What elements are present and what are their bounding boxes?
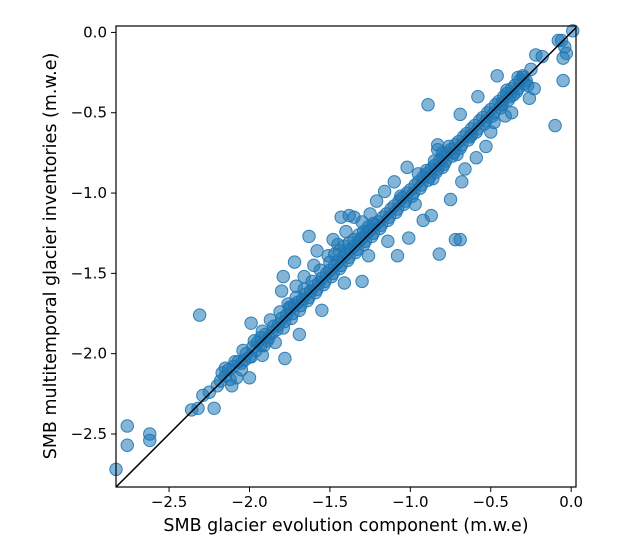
data-point (443, 192, 458, 207)
y-tick-label: −2.5 (71, 425, 107, 443)
data-point (469, 151, 483, 165)
y-tick-label: −0.5 (71, 104, 107, 122)
data-point (455, 175, 469, 189)
data-point (342, 208, 356, 223)
data-point (305, 274, 319, 289)
data-point (228, 355, 242, 369)
data-point (268, 335, 282, 350)
y-axis-label: SMB multitemporal glacier inventories (m… (41, 53, 61, 460)
data-point (242, 371, 257, 385)
data-point (355, 274, 369, 289)
data-point (458, 162, 472, 176)
data-point (453, 232, 467, 247)
data-point (213, 374, 228, 388)
data-point (192, 308, 207, 322)
data-point (511, 70, 525, 85)
data-point (400, 160, 414, 175)
data-point (276, 321, 290, 335)
data-point (430, 142, 445, 157)
x-tick-label: 0.0 (559, 493, 583, 511)
data-point (435, 160, 450, 175)
data-point (548, 118, 562, 133)
data-point (274, 284, 289, 298)
data-point (366, 216, 381, 231)
y-tick-label: 0.0 (83, 23, 107, 41)
data-point (263, 313, 278, 327)
data-point (393, 189, 408, 203)
data-point (442, 139, 456, 154)
data-point (416, 213, 430, 228)
data-point (313, 263, 327, 277)
data-point (390, 249, 405, 263)
data-point (381, 234, 395, 248)
data-point (361, 249, 376, 263)
data-point (453, 107, 467, 122)
x-axis-label: SMB glacier evolution component (m.w.e) (163, 516, 528, 536)
data-point (302, 229, 316, 244)
data-point (292, 327, 307, 342)
data-point (236, 343, 250, 358)
data-point (432, 247, 446, 261)
data-point (278, 351, 292, 366)
data-point (387, 175, 401, 189)
x-axis-ticks: −2.5 −2.0 −1.5 −1.0 −0.5 0.0 (151, 487, 583, 511)
data-point (225, 379, 239, 393)
data-point (408, 197, 422, 212)
data-point (402, 231, 416, 245)
y-tick-label: −1.5 (71, 264, 107, 282)
data-point (283, 300, 297, 314)
data-point (535, 49, 549, 64)
axes-frame (115, 25, 577, 488)
data-point (255, 348, 270, 362)
x-tick-label: −1.5 (312, 493, 348, 511)
x-tick-label: −2.0 (231, 493, 267, 511)
data-point (522, 91, 537, 105)
data-point (255, 324, 270, 338)
y-tick-label: −2.0 (71, 345, 107, 363)
data-point (377, 184, 392, 199)
data-point (287, 255, 302, 269)
data-point (369, 194, 384, 208)
data-point (289, 290, 303, 305)
data-point (450, 147, 464, 162)
data-point (471, 89, 485, 104)
data-point (421, 98, 435, 112)
data-point (120, 419, 134, 433)
reference-line (115, 27, 577, 488)
data-point (504, 106, 519, 120)
data-point (337, 276, 352, 290)
data-point (207, 401, 221, 415)
data-point (479, 139, 493, 154)
data-point (556, 51, 570, 65)
data-point (184, 403, 199, 417)
data-points (109, 24, 580, 477)
data-point (500, 83, 514, 97)
data-point (495, 96, 509, 110)
x-tick-label: −0.5 (473, 493, 509, 511)
data-point (315, 303, 329, 318)
data-point (244, 316, 258, 330)
data-point (297, 282, 311, 297)
data-point (464, 128, 479, 142)
data-point (120, 438, 134, 452)
data-point (521, 78, 535, 93)
data-point (276, 269, 290, 284)
data-point (490, 69, 504, 83)
y-tick-label: −1.0 (71, 184, 107, 202)
y-axis-ticks: 0.0 −0.5 −1.0 −1.5 −2.0 −2.5 (71, 23, 116, 443)
data-point (556, 73, 570, 88)
data-point (310, 244, 324, 258)
x-tick-label: −1.0 (392, 493, 428, 511)
data-point (143, 433, 157, 448)
data-point (484, 125, 498, 139)
x-tick-label: −2.5 (151, 493, 187, 511)
